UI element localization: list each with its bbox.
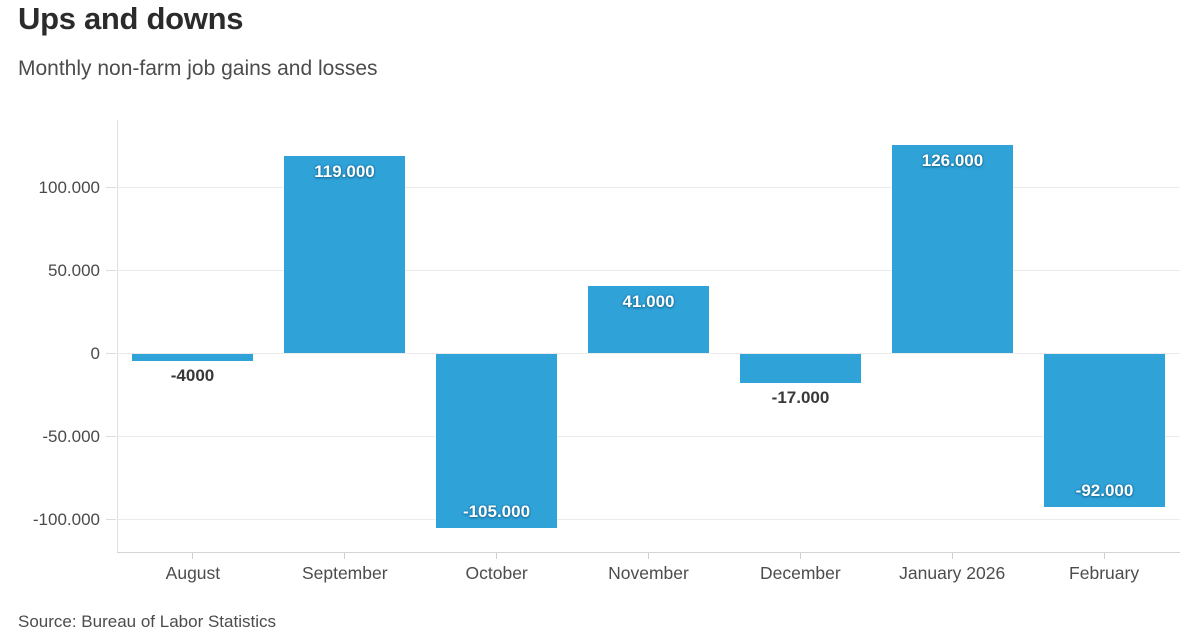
y-axis-tick <box>106 187 116 189</box>
x-tick-label: August <box>165 563 221 583</box>
bar <box>588 285 709 354</box>
x-axis-tick <box>344 553 346 559</box>
bar <box>892 144 1013 354</box>
bar <box>436 354 557 529</box>
x-tick-label: November <box>608 563 689 583</box>
y-tick-label: -100.000 <box>32 509 100 529</box>
x-tick-label: February <box>1069 563 1140 583</box>
y-tick-label: -50.000 <box>42 426 100 446</box>
x-axis-tick <box>648 553 649 559</box>
bar <box>132 354 253 362</box>
y-axis-tick <box>106 352 116 354</box>
y-tick-label: 50.000 <box>48 261 100 281</box>
gridline <box>117 435 1180 437</box>
x-axis-tick <box>799 553 801 559</box>
x-axis-tick <box>496 553 498 559</box>
chart-subtitle: Monthly non-farm job gains and losses <box>18 57 378 80</box>
y-tick-label: 100.000 <box>38 178 100 198</box>
x-axis-tick <box>951 553 953 559</box>
x-tick-label: September <box>301 563 388 583</box>
x-tick-label: January 2026 <box>899 563 1006 583</box>
bar-value-label: -4000 <box>170 366 215 386</box>
y-tick-label: 0 <box>90 343 100 363</box>
x-axis-line <box>117 552 1180 553</box>
y-axis-tick <box>106 435 116 437</box>
bar-value-label: -17.000 <box>771 387 830 407</box>
x-tick-label: October <box>465 563 528 583</box>
bar-value-label: -105.000 <box>462 502 531 522</box>
x-axis-tick <box>1103 553 1105 559</box>
x-tick-label: December <box>759 563 841 583</box>
bar-value-label: -92.000 <box>1075 480 1134 500</box>
y-axis-line <box>117 120 118 553</box>
chart-title: Ups and downs <box>18 1 244 36</box>
bar-value-label: 126.000 <box>921 150 984 170</box>
bar <box>284 156 405 354</box>
gridline <box>117 518 1180 520</box>
y-axis-tick <box>106 270 116 272</box>
y-axis-tick <box>106 518 116 520</box>
bar-value-label: 119.000 <box>314 162 375 182</box>
bar <box>740 354 861 383</box>
source-note: Source: Bureau of Labor Statistics <box>18 612 276 631</box>
plot-area: 100.000 50.000 0 -50.000 -100.000 -4000 119.0… <box>33 120 1180 583</box>
gridline <box>117 270 1180 272</box>
x-axis-tick <box>192 553 194 559</box>
gridline <box>117 352 1180 354</box>
gridline <box>117 187 1180 189</box>
bar-value-label: 41.000 <box>622 291 675 311</box>
bar <box>1044 354 1165 507</box>
